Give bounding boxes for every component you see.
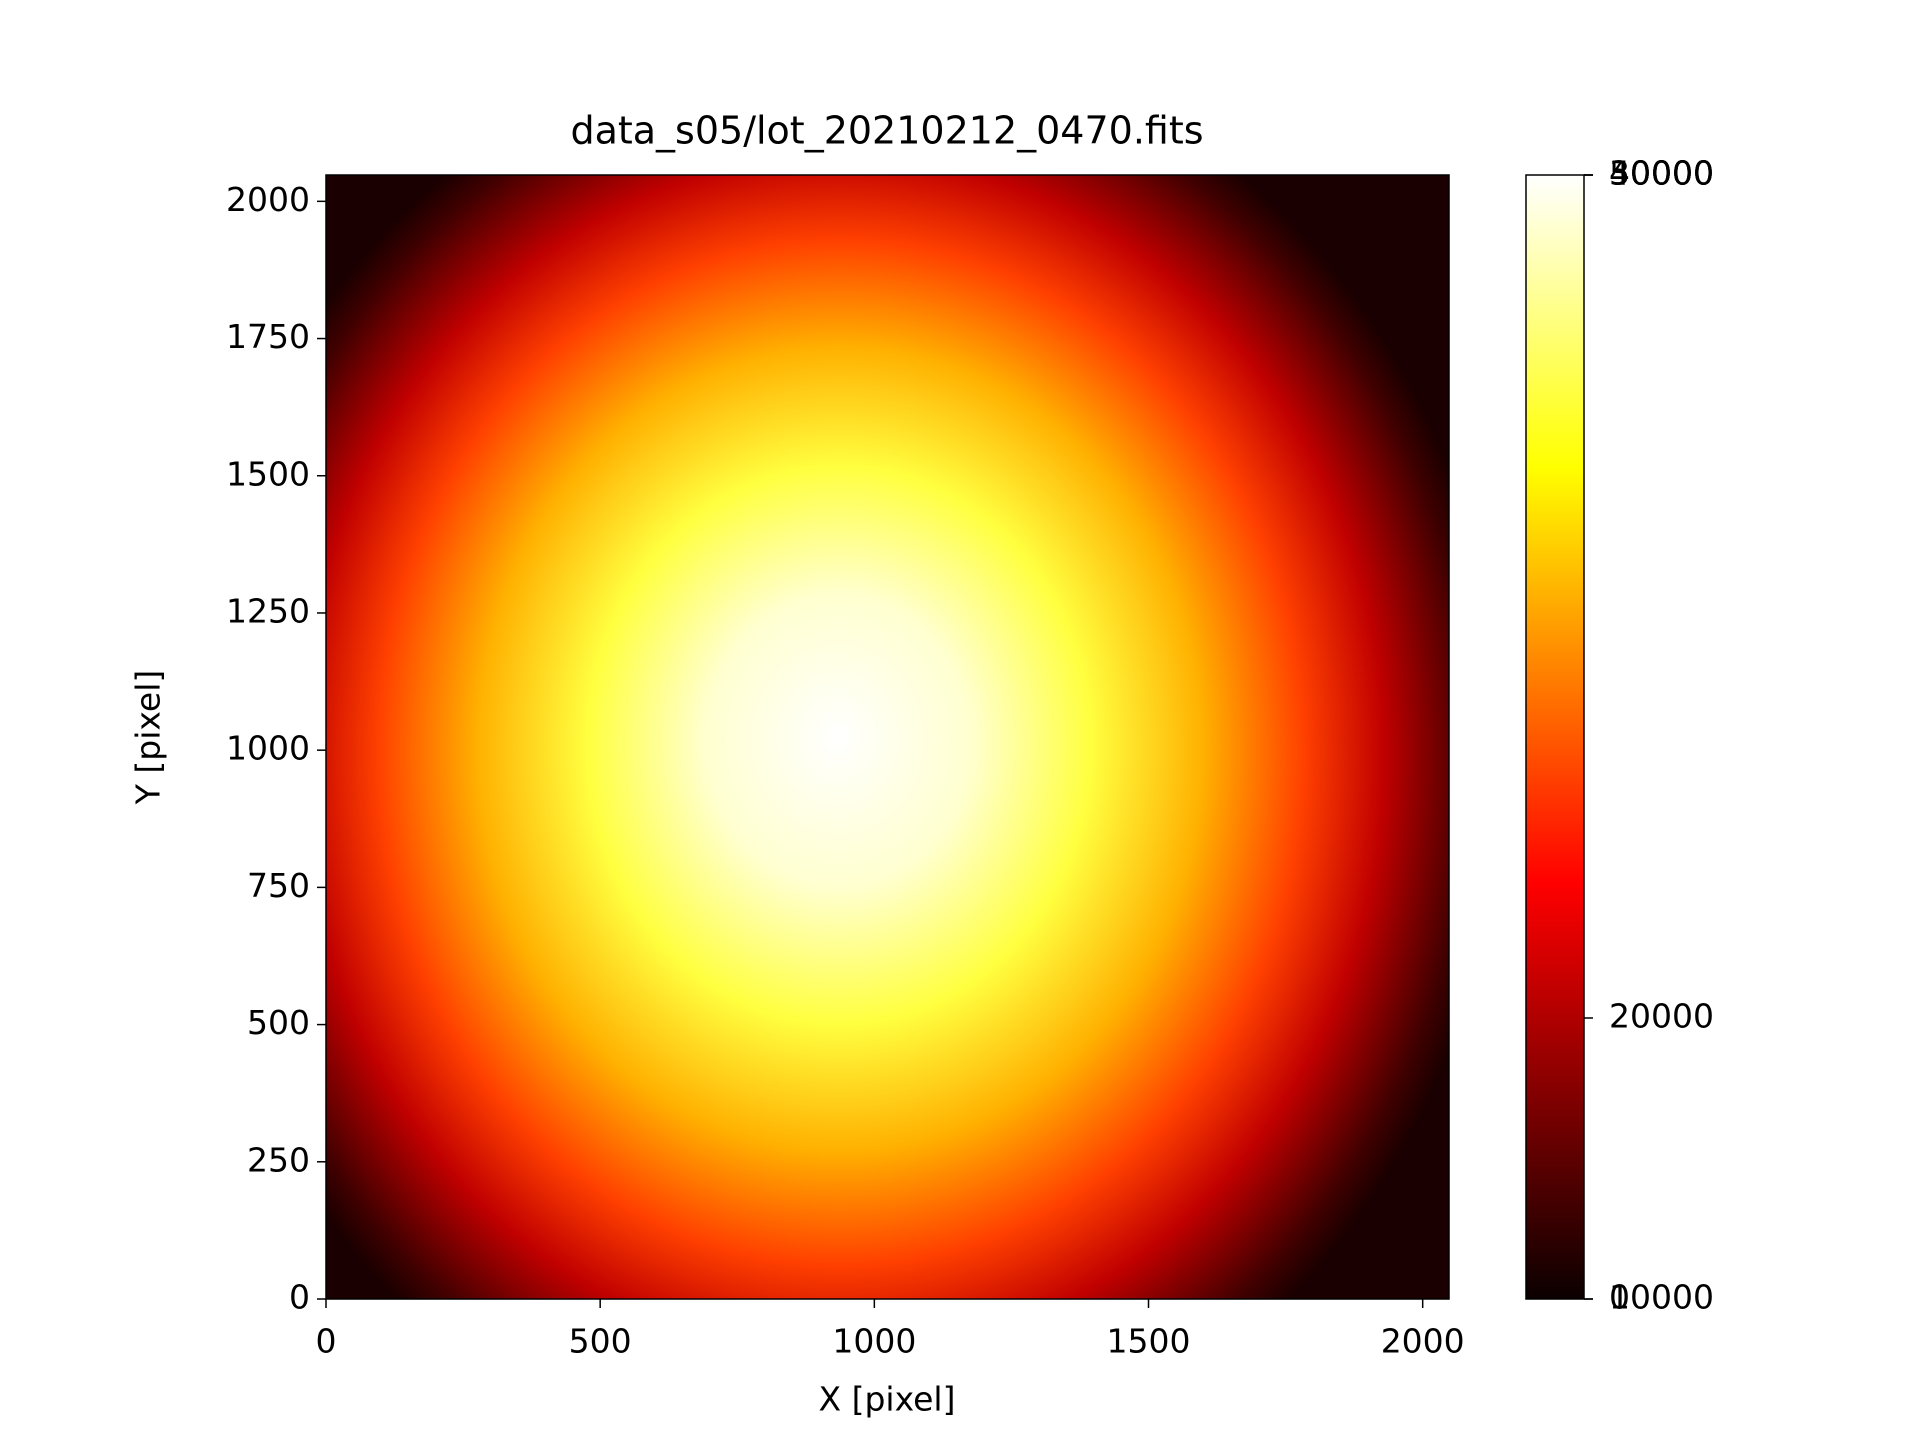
image	[326, 175, 1449, 1299]
chart-title: data_s05/lot_20210212_0470.fits	[570, 109, 1203, 153]
colorbar-tick-label: 10000	[1609, 1278, 1714, 1317]
x-axis-label: X [pixel]	[819, 1380, 956, 1419]
colorbar-tick-label: 30000	[1609, 154, 1714, 193]
colorbar-tick-label: 40000	[1609, 154, 1714, 193]
y-tick-label: 250	[247, 1140, 310, 1179]
colorbar	[1525, 174, 1585, 1300]
x-tick-label: 0	[316, 1322, 337, 1361]
y-tick-label: 1500	[226, 454, 310, 493]
colorbar-tick-label: 50000	[1609, 154, 1714, 193]
y-tick-label: 2000	[226, 180, 310, 219]
x-tick-label: 1500	[1107, 1322, 1191, 1361]
y-tick-label: 1000	[226, 729, 310, 768]
x-tick-label: 2000	[1381, 1322, 1465, 1361]
y-tick-label: 1750	[226, 317, 310, 356]
colorbar-tick-label: 20000	[1609, 997, 1714, 1036]
y-tick-label: 1250	[226, 591, 310, 630]
y-tick-label: 0	[289, 1278, 310, 1317]
x-tick-label: 1000	[832, 1322, 916, 1361]
y-tick-label: 500	[247, 1003, 310, 1042]
axes-frame	[325, 174, 1450, 1300]
x-tick-label: 500	[569, 1322, 632, 1361]
y-tick-label: 750	[247, 866, 310, 905]
colorbar-tick-label: 0	[1609, 1278, 1630, 1317]
y-axis-label: Y [pixel]	[129, 670, 168, 806]
